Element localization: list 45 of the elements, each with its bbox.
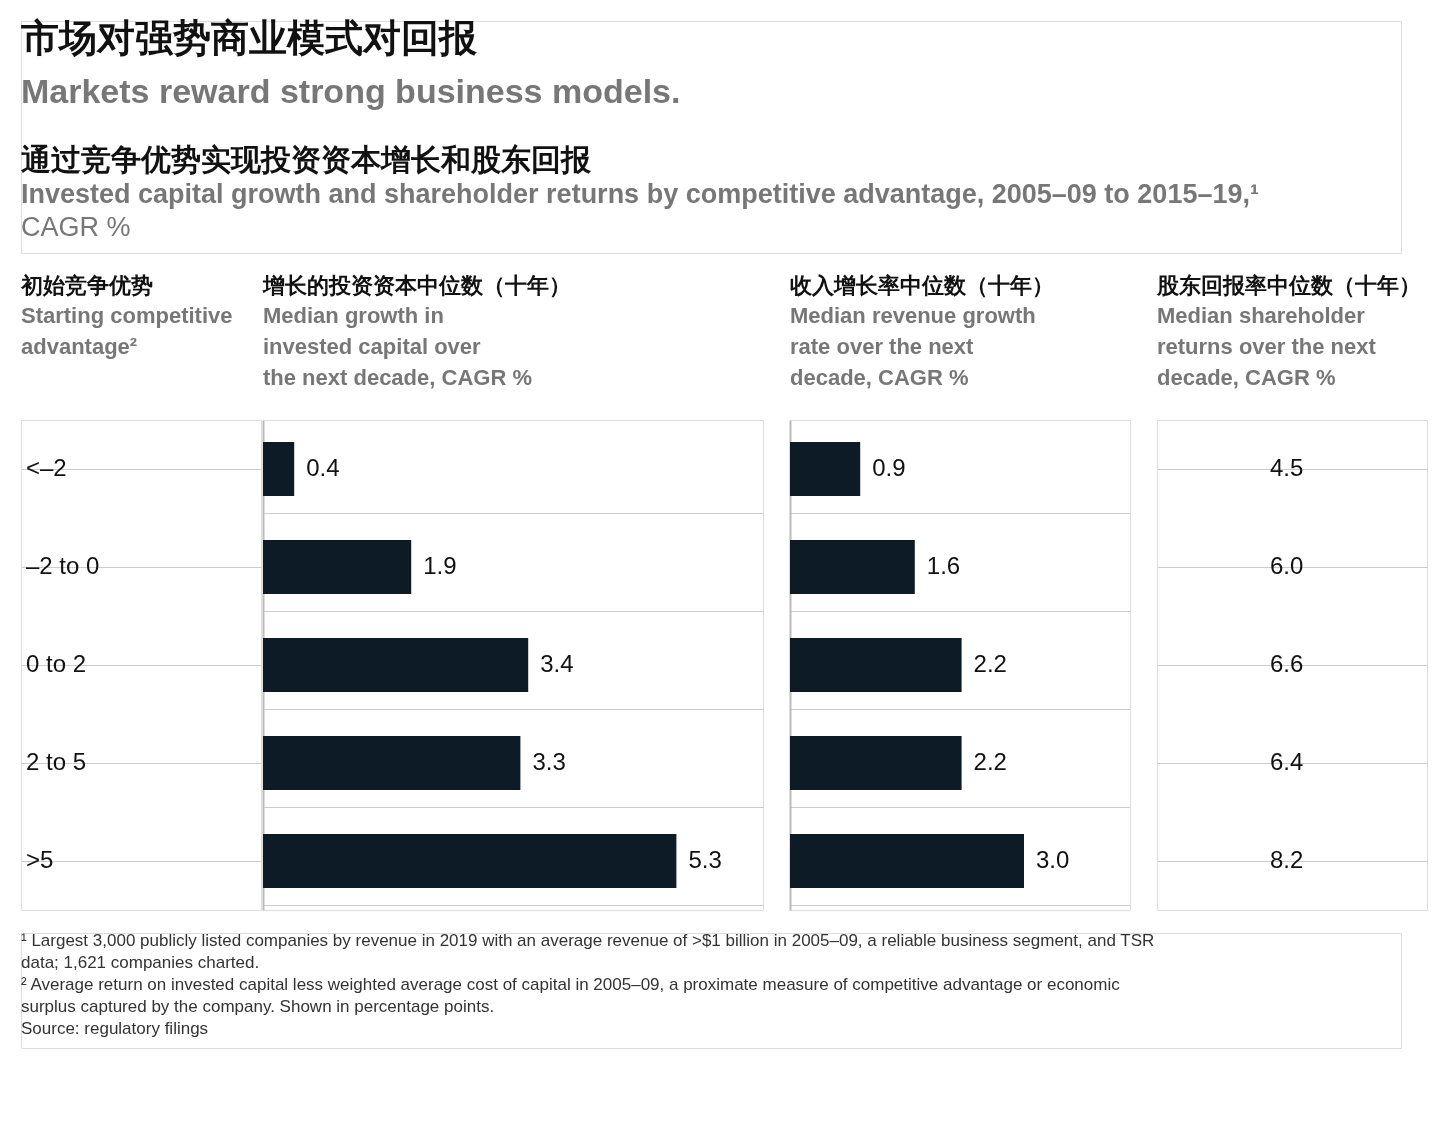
data-label: 1.6 bbox=[926, 552, 961, 579]
bar bbox=[263, 834, 677, 888]
y-tick-label: <–2 bbox=[26, 454, 67, 481]
data-label: 3.3 bbox=[532, 748, 566, 775]
y-tick-label: 0 to 2 bbox=[26, 650, 87, 677]
chart-title: 增长的投资资本中位数（十年） bbox=[262, 273, 571, 298]
chart-subtitle: Median revenue growth rate over the next decade, CAGR % bbox=[790, 303, 1036, 390]
bar bbox=[790, 638, 962, 692]
data-label: 5.3 bbox=[688, 846, 722, 873]
data-label: 2.2 bbox=[973, 748, 1007, 775]
y-tick-label: >5 bbox=[26, 846, 54, 873]
text: ¹ Largest 3,000 publicly listed companies by revenue in 2019 with an average revenue of >$1 billion in 2005–09, a reliable business segment, and TSR data; 1,621 companies charted. bbox=[21, 931, 1155, 972]
data-label: 8.2 bbox=[1269, 846, 1304, 873]
bar bbox=[263, 638, 529, 692]
y-axis-title: 初始竞争优势 Starting competitive advantage² bbox=[20, 273, 233, 359]
bar bbox=[263, 442, 295, 496]
bar bbox=[790, 834, 1024, 888]
text: 市场对强势商业模式对回报 bbox=[21, 17, 478, 59]
text: ² Average return on invested capital less weighted average cost of capital in 2005–09, a proximate measure of competitive advantage or economic surplus captured by the company. Shown in percentage points. bbox=[21, 975, 1121, 1016]
bar bbox=[790, 540, 915, 594]
bar bbox=[263, 540, 412, 594]
data-label: 6.6 bbox=[1269, 650, 1304, 677]
data-label: 6.4 bbox=[1269, 748, 1304, 775]
bar bbox=[263, 736, 521, 790]
data-label: 0.9 bbox=[872, 454, 906, 481]
chart-subtitle: Median growth in invested capital over the next decade, CAGR % bbox=[263, 303, 532, 390]
text: CAGR % bbox=[21, 212, 131, 242]
text: Median shareholder returns over the next decade, CAGR % bbox=[1157, 303, 1377, 390]
data-label: 1.9 bbox=[423, 552, 457, 579]
text: Invested capital growth and shareholder returns by competitive advantage, 2005–09 to 2015–19,¹ bbox=[21, 179, 1259, 209]
chart-title: 收入增长率中位数（十年） bbox=[790, 273, 1054, 298]
source-note: Source: regulatory filings bbox=[21, 1019, 209, 1038]
bar bbox=[790, 736, 962, 790]
text: Markets reward strong business models. bbox=[21, 72, 681, 110]
bar bbox=[790, 442, 861, 496]
data-label: 3.0 bbox=[1036, 846, 1070, 873]
data-label: 4.5 bbox=[1269, 454, 1304, 481]
y-tick-label: –2 to 0 bbox=[26, 552, 100, 579]
data-label: 6.0 bbox=[1269, 552, 1304, 579]
data-label: 3.4 bbox=[540, 650, 574, 677]
y-tick-label: 2 to 5 bbox=[26, 748, 87, 775]
text: 股东回报率中位数（十年） bbox=[1156, 273, 1421, 298]
data-label: 0.4 bbox=[306, 454, 340, 481]
text: 通过竞争优势实现投资资本增长和股东回报 bbox=[21, 143, 592, 176]
data-label: 2.2 bbox=[973, 650, 1007, 677]
